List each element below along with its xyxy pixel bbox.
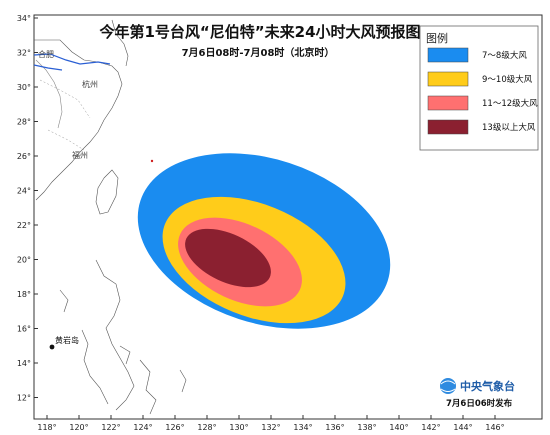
rivers bbox=[33, 53, 111, 71]
lon-tick-label: 144° bbox=[453, 423, 472, 432]
lat-tick-label: 34° bbox=[17, 14, 31, 23]
issue-time: 7月6日06时发布 bbox=[446, 398, 513, 409]
lon-tick-label: 120° bbox=[69, 423, 88, 432]
legend-title: 图例 bbox=[426, 31, 448, 45]
legend-swatch bbox=[427, 47, 469, 63]
lat-tick-label: 14° bbox=[17, 359, 31, 368]
latitude-ticks: 34° 32° 30° 28° 26° 24° 22° 20° 18° 16° 14° 12° bbox=[17, 14, 38, 403]
lon-tick-label: 128° bbox=[197, 423, 216, 432]
huangyan-dot bbox=[49, 344, 55, 350]
lat-tick-label: 22° bbox=[17, 221, 31, 230]
lon-tick-label: 134° bbox=[293, 423, 312, 432]
taiwan-outline bbox=[95, 169, 119, 215]
legend-label: 7～8级大风 bbox=[482, 50, 527, 61]
lon-tick-label: 142° bbox=[421, 423, 440, 432]
place-hefei: 合肥 bbox=[38, 49, 54, 59]
typhoon-center-marker bbox=[150, 159, 154, 163]
legend-label: 13级以上大风 bbox=[482, 122, 536, 133]
lon-tick-label: 132° bbox=[261, 423, 280, 432]
longitude-ticks: 118° 120° 122° 124° 126° 128° 130° 132° 134° 136°… bbox=[37, 415, 505, 432]
legend-label: 11～12级大风 bbox=[482, 98, 538, 109]
legend-swatch bbox=[427, 119, 469, 135]
legend-swatch bbox=[427, 95, 469, 111]
lat-tick-label: 16° bbox=[17, 325, 31, 334]
legend-swatch bbox=[427, 71, 469, 87]
lon-tick-label: 124° bbox=[133, 423, 152, 432]
lon-tick-label: 136° bbox=[325, 423, 344, 432]
lat-tick-label: 32° bbox=[17, 49, 31, 58]
place-hangzhou: 杭州 bbox=[82, 79, 98, 89]
legend: 图例 7～8级大风 9～10级大风 11～12级大风 13级以上大风 bbox=[419, 25, 539, 151]
lat-tick-label: 30° bbox=[17, 83, 31, 92]
lon-tick-label: 138° bbox=[357, 423, 376, 432]
lon-tick-label: 146° bbox=[485, 423, 504, 432]
place-huangyan: 黄岩岛 bbox=[55, 335, 79, 345]
cma-logo-text: 中央气象台 bbox=[460, 379, 515, 393]
map-title: 今年第1号台风“尼伯特”未来24小时大风预报图 bbox=[98, 23, 420, 41]
lon-tick-label: 122° bbox=[101, 423, 120, 432]
coastline bbox=[34, 19, 187, 415]
map-subtitle: 7月6日08时-7月08时（北京时） bbox=[182, 46, 335, 59]
lon-tick-label: 126° bbox=[165, 423, 184, 432]
lon-tick-label: 130° bbox=[229, 423, 248, 432]
lat-tick-label: 20° bbox=[17, 256, 31, 265]
place-fuzhou: 福州 bbox=[72, 151, 88, 160]
cma-logo: 中央气象台 bbox=[440, 378, 515, 394]
province-borders bbox=[39, 79, 91, 151]
wind-zone-13-plus bbox=[185, 228, 271, 288]
lon-tick-label: 140° bbox=[389, 423, 408, 432]
lat-tick-label: 28° bbox=[17, 118, 31, 127]
lat-tick-label: 24° bbox=[17, 187, 31, 196]
lat-tick-label: 26° bbox=[17, 152, 31, 161]
lon-tick-label: 118° bbox=[37, 423, 56, 432]
legend-label: 9～10级大风 bbox=[482, 74, 533, 85]
lat-tick-label: 18° bbox=[17, 290, 31, 299]
lat-tick-label: 12° bbox=[17, 394, 31, 403]
